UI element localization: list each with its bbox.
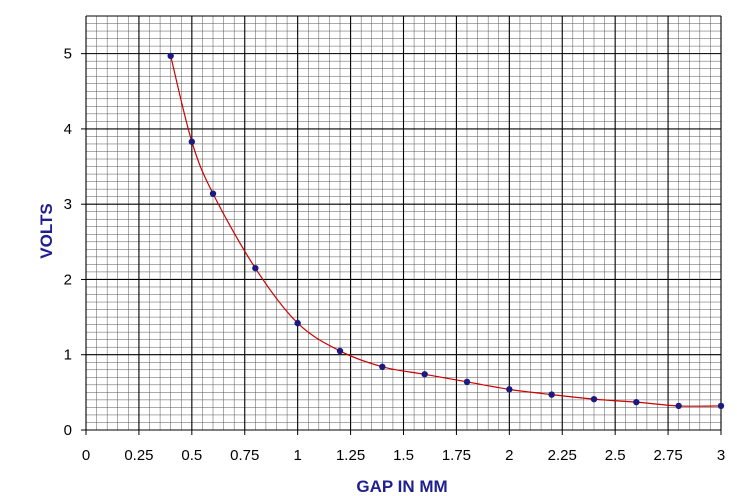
x-tick-label: 2.25 [548, 447, 577, 464]
series [167, 52, 725, 410]
x-tick-label: 2.5 [605, 447, 626, 464]
y-tick-label: 4 [64, 121, 72, 138]
data-point [188, 138, 196, 145]
x-tick-label: 3 [717, 447, 725, 464]
data-point [548, 391, 555, 398]
data-point [506, 386, 513, 393]
y-tick-label: 0 [64, 422, 72, 439]
y-tick-label: 5 [64, 46, 72, 63]
data-point [209, 190, 217, 197]
data-point [590, 395, 598, 403]
data-point [336, 347, 344, 355]
y-axis-title: VOLTS [37, 203, 56, 258]
x-tick-label: 1 [293, 447, 301, 464]
x-tick-label: 0.75 [230, 447, 259, 464]
x-tick-labels: 0 0.25 0.5 0.75 1 1.25 1.5 1.75 2 2.25 2.5 2.75 3 [82, 447, 725, 464]
data-point [379, 363, 386, 370]
data-point [675, 402, 682, 410]
grid-major [81, 15, 722, 435]
x-tick-label: 0.5 [181, 447, 202, 464]
x-tick-label: 0.25 [124, 447, 153, 464]
data-point [167, 52, 174, 60]
y-tick-label: 2 [64, 271, 72, 288]
data-point [294, 319, 301, 327]
data-point [252, 264, 259, 272]
x-tick-label: 2 [505, 447, 513, 464]
y-tick-label: 3 [64, 196, 72, 213]
data-point [421, 371, 428, 378]
data-point [717, 402, 725, 410]
y-tick-labels: 0 1 2 3 4 5 [64, 46, 72, 439]
x-tick-label: 2.75 [653, 447, 682, 464]
y-tick-label: 1 [64, 347, 72, 364]
x-tick-label: 0 [82, 447, 90, 464]
x-tick-label: 1.5 [393, 447, 414, 464]
data-point [633, 398, 640, 406]
x-tick-label: 1.25 [336, 447, 365, 464]
series-line [170, 55, 722, 407]
data-point [463, 378, 471, 386]
x-tick-label: 1.75 [442, 447, 471, 464]
x-axis-title: GAP IN MM [356, 477, 447, 496]
